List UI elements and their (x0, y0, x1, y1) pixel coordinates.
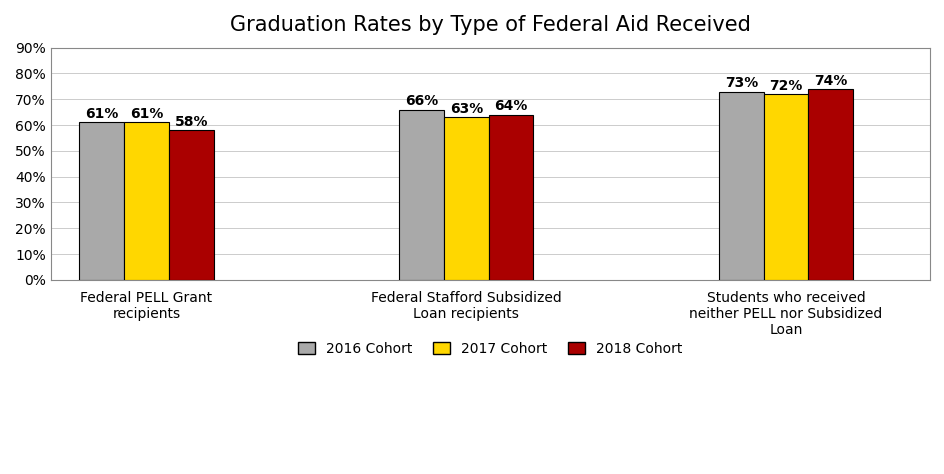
Text: 73%: 73% (724, 76, 757, 90)
Bar (488, 115, 533, 280)
Text: 58%: 58% (175, 115, 208, 129)
Text: 74%: 74% (814, 73, 847, 88)
Text: 72%: 72% (768, 79, 802, 93)
Text: 66%: 66% (404, 94, 438, 108)
Legend: 2016 Cohort, 2017 Cohort, 2018 Cohort: 2016 Cohort, 2017 Cohort, 2018 Cohort (293, 336, 687, 361)
Title: Graduation Rates by Type of Federal Aid Received: Graduation Rates by Type of Federal Aid … (229, 15, 750, 35)
Bar (169, 130, 213, 280)
Text: 61%: 61% (85, 107, 118, 121)
Bar (398, 109, 444, 280)
Bar (79, 122, 124, 280)
Text: 61%: 61% (129, 107, 163, 121)
Bar (124, 122, 169, 280)
Text: 63%: 63% (449, 102, 482, 116)
Bar (718, 91, 763, 280)
Bar (808, 89, 852, 280)
Text: 64%: 64% (494, 100, 527, 113)
Bar (444, 118, 488, 280)
Bar (763, 94, 808, 280)
